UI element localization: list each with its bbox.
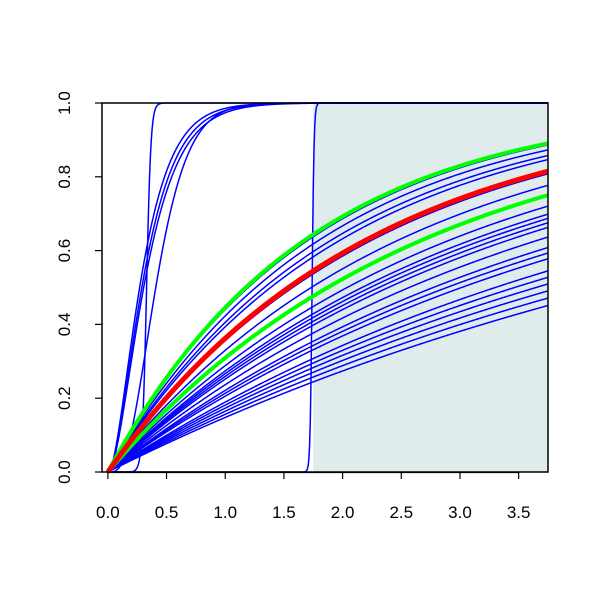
series-line-blue-20 bbox=[107, 290, 548, 472]
series-line-green-29 bbox=[106, 141, 548, 472]
y-tick-label-5: 1.0 bbox=[55, 91, 74, 115]
x-tick-label-1: 0.5 bbox=[155, 503, 179, 522]
series-line-blue-19 bbox=[107, 283, 548, 472]
y-tick-label-3: 0.6 bbox=[55, 239, 74, 263]
series-line-blue-14 bbox=[107, 246, 548, 472]
series-line-blue-15 bbox=[107, 252, 548, 472]
series-line-blue-16 bbox=[107, 258, 548, 472]
x-tick-label-6: 3.0 bbox=[448, 503, 472, 522]
x-tick-label-4: 2.0 bbox=[331, 503, 355, 522]
series-line-blue-9 bbox=[107, 213, 548, 472]
series-line-blue-22 bbox=[107, 304, 548, 472]
y-tick-label-4: 0.8 bbox=[55, 165, 74, 189]
series-line-blue-21 bbox=[107, 297, 548, 472]
x-tick-label-5: 2.5 bbox=[389, 503, 413, 522]
series-line-blue-4 bbox=[107, 158, 548, 472]
plot-area bbox=[105, 102, 548, 472]
y-tick-label-1: 0.2 bbox=[55, 386, 74, 410]
series-line-blue-12 bbox=[107, 226, 548, 472]
series-line-blue-11 bbox=[107, 222, 548, 472]
x-tick-label-7: 3.5 bbox=[507, 503, 531, 522]
x-tick-label-3: 1.5 bbox=[272, 503, 296, 522]
series-line-blue-3 bbox=[107, 154, 548, 472]
series-line-blue-8 bbox=[107, 205, 548, 472]
series-line-green-30 bbox=[106, 193, 548, 472]
axes: 0.0 0.5 1.0 1.5 2.0 2.5 3.0 3.5 0.0 0.2 0.4 0.6 0.8 1… bbox=[55, 91, 549, 522]
series-line-blue-18 bbox=[107, 276, 548, 472]
shaded-region bbox=[313, 103, 548, 472]
series-line-blue-13 bbox=[107, 236, 548, 472]
y-tick-label-2: 0.4 bbox=[55, 313, 74, 337]
series-line-red-31 bbox=[105, 168, 548, 472]
y-tick-label-0: 0.0 bbox=[55, 460, 74, 484]
x-tick-label-2: 1.0 bbox=[213, 503, 237, 522]
series-line-blue-17 bbox=[107, 270, 548, 472]
series-line-blue-6 bbox=[107, 184, 548, 472]
series-line-blue-2 bbox=[107, 149, 548, 472]
series-line-blue-10 bbox=[107, 217, 548, 472]
x-tick-label-0: 0.0 bbox=[96, 503, 120, 522]
